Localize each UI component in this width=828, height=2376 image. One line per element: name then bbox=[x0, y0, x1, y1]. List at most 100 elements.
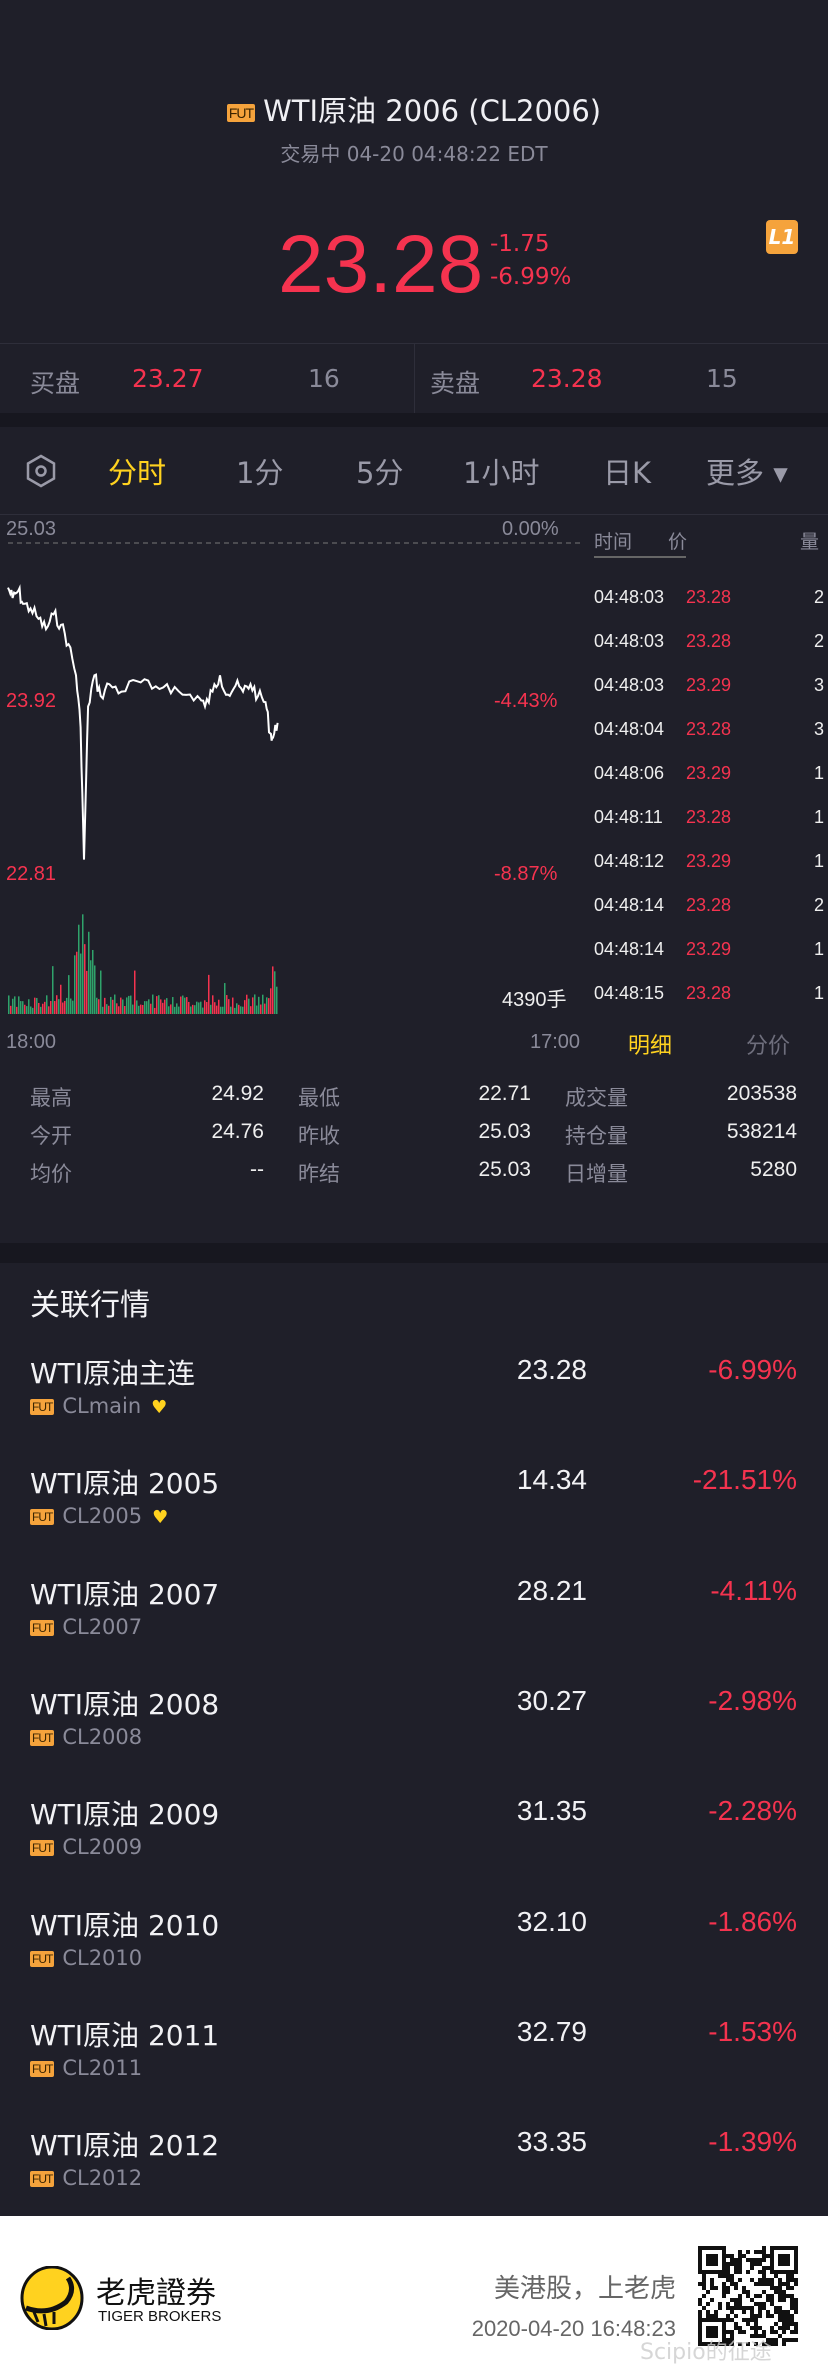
volume-bar bbox=[182, 995, 184, 1014]
volume-bar bbox=[152, 994, 154, 1014]
related-name: WTI原油 2012 bbox=[30, 2129, 220, 2163]
volume-bar bbox=[230, 1006, 232, 1014]
volume-bar bbox=[114, 994, 116, 1014]
volume-bar bbox=[148, 999, 150, 1014]
level1-icon[interactable]: L1 bbox=[766, 220, 798, 254]
related-name: WTI原油 2011 bbox=[30, 2018, 220, 2052]
y-pct-mid: -4.43% bbox=[494, 690, 558, 712]
related-item[interactable]: WTI原油主连 FUT CLmain ♥ 23.28 -6.99% bbox=[0, 1352, 828, 1452]
volume-bar bbox=[156, 996, 158, 1014]
tab-intraday[interactable]: 分时 bbox=[108, 456, 167, 490]
trade-row: 04:48:03 23.28 2 bbox=[594, 631, 828, 661]
related-change: -2.98% bbox=[708, 1684, 797, 1716]
related-name: WTI原油 2005 bbox=[30, 1467, 220, 1501]
trade-row: 04:48:14 23.28 2 bbox=[594, 895, 828, 925]
volume-bar bbox=[18, 996, 20, 1014]
volume-bar bbox=[108, 1005, 110, 1014]
stat-label: 昨收 bbox=[298, 1124, 340, 1148]
volume-bar bbox=[252, 997, 254, 1014]
volume-bar bbox=[266, 997, 268, 1014]
tab-1hour[interactable]: 1小时 bbox=[463, 456, 540, 490]
volume-bar bbox=[168, 1006, 170, 1014]
trade-price: 23.29 bbox=[686, 763, 732, 783]
related-price: 31.35 bbox=[516, 1795, 587, 1827]
volume-bar bbox=[32, 1007, 34, 1014]
tab-1min[interactable]: 1分 bbox=[236, 456, 284, 490]
tab-more[interactable]: 更多 ▾ bbox=[706, 456, 788, 490]
stat-value: 22.71 bbox=[478, 1082, 531, 1105]
volume-bar bbox=[164, 999, 166, 1014]
related-item[interactable]: WTI原油 2008 FUT CL2008 30.27 -2.98% bbox=[0, 1683, 828, 1783]
related-price: 30.27 bbox=[516, 1684, 587, 1716]
intraday-chart[interactable] bbox=[0, 515, 590, 1020]
stat-value: -- bbox=[250, 1158, 264, 1181]
volume-bar bbox=[178, 1006, 180, 1014]
volume-bar bbox=[120, 997, 122, 1014]
volume-bar bbox=[160, 999, 162, 1014]
trade-time: 04:48:11 bbox=[594, 807, 663, 827]
volume-bar bbox=[140, 1004, 142, 1014]
trade-row: 04:48:12 23.29 1 bbox=[594, 851, 828, 881]
brand-name-en: TIGER BROKERS bbox=[98, 2308, 222, 2325]
volume-bar bbox=[78, 924, 80, 1014]
tab-trade-details[interactable]: 明细 bbox=[628, 1034, 673, 1059]
volume-bar bbox=[176, 1003, 178, 1014]
settings-icon[interactable] bbox=[26, 454, 56, 488]
volume-label: 4390手 bbox=[502, 989, 567, 1011]
related-change: -2.28% bbox=[708, 1795, 797, 1827]
bid-size: 16 bbox=[308, 364, 340, 393]
trades-header-time: 时间 bbox=[594, 531, 633, 553]
volume-bar bbox=[70, 998, 72, 1014]
related-item[interactable]: WTI原油 2007 FUT CL2007 28.21 -4.11% bbox=[0, 1573, 828, 1673]
volume-bar bbox=[150, 1003, 152, 1014]
favorite-heart-icon: ♥ bbox=[151, 1397, 168, 1418]
ask-label: 卖盘 bbox=[430, 369, 481, 398]
trades-header-qty: 量 bbox=[800, 531, 820, 553]
related-price: 32.79 bbox=[516, 2015, 587, 2047]
volume-bar bbox=[268, 998, 270, 1014]
volume-bar bbox=[16, 1006, 18, 1014]
volume-bar bbox=[122, 999, 124, 1014]
futures-badge: FUT bbox=[30, 1950, 55, 1967]
related-item[interactable]: WTI原油 2009 FUT CL2009 31.35 -2.28% bbox=[0, 1793, 828, 1893]
tab-price-distribution[interactable]: 分价 bbox=[746, 1034, 791, 1059]
futures-badge: FUT bbox=[30, 1840, 55, 1857]
volume-bar bbox=[132, 1004, 134, 1014]
trade-price: 23.29 bbox=[686, 939, 732, 959]
volume-bar bbox=[192, 1004, 194, 1014]
volume-bar bbox=[100, 970, 102, 1014]
trade-price: 23.28 bbox=[686, 719, 732, 739]
volume-bar bbox=[228, 999, 230, 1014]
volume-bar bbox=[204, 1000, 206, 1014]
price-change: -1.75 -6.99% bbox=[490, 228, 571, 294]
related-price: 14.34 bbox=[516, 1464, 587, 1496]
related-change: -1.39% bbox=[708, 2126, 797, 2158]
trades-partial-row bbox=[594, 556, 828, 560]
tab-5min[interactable]: 5分 bbox=[356, 456, 404, 490]
related-item[interactable]: WTI原油 2011 FUT CL2011 32.79 -1.53% bbox=[0, 2014, 828, 2114]
trade-time: 04:48:03 bbox=[594, 587, 665, 607]
y-tick-top: 25.03 bbox=[6, 518, 57, 540]
volume-bar bbox=[86, 970, 88, 1014]
ask-price: 23.28 bbox=[531, 364, 603, 393]
trade-qty: 2 bbox=[813, 587, 824, 607]
stat-label: 成交量 bbox=[565, 1086, 628, 1110]
trade-row: 04:48:14 23.29 1 bbox=[594, 939, 828, 969]
volume-bar bbox=[224, 983, 226, 1014]
related-item[interactable]: WTI原油 2005 FUT CL2005 ♥ 14.34 -21.51% bbox=[0, 1462, 828, 1562]
volume-bar bbox=[102, 1006, 104, 1014]
futures-badge: FUT bbox=[30, 2171, 55, 2188]
bid-price: 23.27 bbox=[132, 364, 204, 393]
related-price: 33.35 bbox=[516, 2126, 587, 2158]
trades-header-price: 价 bbox=[668, 531, 688, 553]
related-item[interactable]: WTI原油 2010 FUT CL2010 32.10 -1.86% bbox=[0, 1904, 828, 2004]
related-item[interactable]: WTI原油 2012 FUT CL2012 33.35 -1.39% bbox=[0, 2124, 828, 2224]
tab-daily[interactable]: 日K bbox=[603, 456, 652, 490]
trade-row: 04:48:06 23.29 1 bbox=[594, 763, 828, 793]
trade-row: 04:48:11 23.28 1 bbox=[594, 807, 828, 837]
related-price: 32.10 bbox=[516, 1905, 587, 1937]
volume-bar bbox=[154, 1007, 156, 1014]
volume-bar bbox=[242, 1006, 244, 1014]
stat-label: 最高 bbox=[30, 1086, 72, 1110]
stat-label: 均价 bbox=[30, 1162, 72, 1186]
